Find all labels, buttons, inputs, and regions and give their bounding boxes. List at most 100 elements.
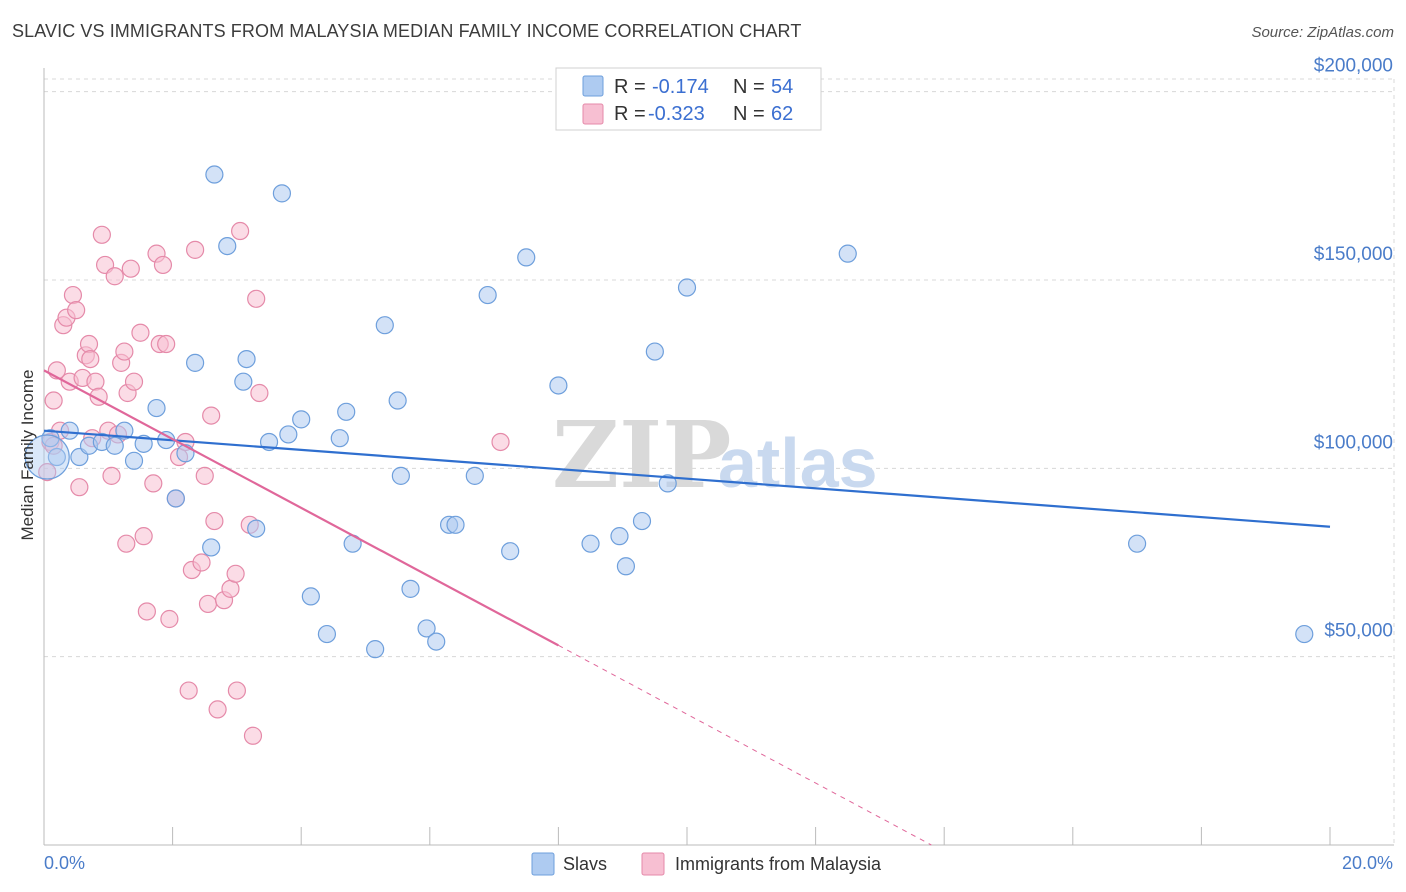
slavs-point	[446, 515, 465, 534]
watermark-atlas: atlas	[718, 424, 878, 502]
slavs-point	[176, 444, 195, 463]
top-legend: R = -0.174 N = 54 R = -0.323 N = 62	[555, 67, 822, 131]
slavs-point	[301, 587, 320, 606]
malaysia-point	[157, 334, 176, 354]
bottom-legend-label-slavs: Slavs	[563, 854, 607, 874]
slavs-point	[375, 316, 394, 335]
malaysia-point	[124, 372, 144, 391]
chart-source: Source: ZipAtlas.com	[1251, 24, 1394, 41]
malaysia-trend-line	[43, 369, 559, 647]
malaysia-point	[491, 432, 510, 452]
legend-swatch-slavs	[582, 75, 604, 97]
malaysia-point	[226, 564, 245, 583]
slavs-point	[465, 466, 484, 485]
slavs-point	[658, 474, 677, 493]
malaysia-point	[208, 700, 227, 719]
bottom-legend-label-malaysia: Immigrants from Malaysia	[675, 854, 882, 874]
bottom-legend-swatch-slavs	[531, 852, 555, 876]
slavs-point	[549, 376, 568, 395]
legend-n-label-slavs: N =	[733, 76, 765, 98]
slavs-trend-line	[43, 429, 1331, 528]
y-tick-labels: $50,000 $100,000 $150,000 $200,000	[1314, 56, 1393, 642]
malaysia-point	[102, 466, 121, 485]
chart-title: SLAVIC VS IMMIGRANTS FROM MALAYSIA MEDIA…	[12, 21, 802, 41]
data-points	[24, 165, 1314, 745]
slavs-point	[388, 391, 407, 410]
malaysia-point	[63, 285, 83, 305]
y-tick-label: $100,000	[1314, 432, 1393, 453]
legend-r-value-slavs: -0.174	[652, 76, 709, 98]
slavs-point	[218, 237, 237, 256]
slavs-point	[237, 350, 256, 369]
malaysia-point	[86, 372, 105, 391]
slavs-point	[610, 527, 629, 546]
slavs-point	[391, 466, 410, 485]
slavs-point	[1295, 624, 1314, 644]
slavs-point	[581, 534, 600, 553]
slavs-point	[1127, 534, 1147, 553]
slavs-point	[366, 640, 385, 659]
malaysia-point	[231, 221, 250, 241]
malaysia-point	[121, 259, 140, 278]
malaysia-point	[44, 391, 63, 410]
malaysia-point	[115, 342, 134, 361]
slavs-point	[478, 285, 497, 305]
slavs-point	[47, 447, 66, 467]
malaysia-point	[137, 602, 156, 621]
slavs-point	[202, 538, 221, 557]
trend-lines	[43, 369, 1331, 846]
malaysia-point	[243, 726, 263, 745]
malaysia-point	[67, 301, 86, 320]
legend-n-label-malaysia: N =	[733, 103, 765, 125]
slavs-point	[417, 619, 436, 638]
malaysia-point	[227, 681, 246, 700]
slavs-point	[186, 353, 205, 372]
malaysia-point	[250, 383, 269, 403]
slavs-point	[247, 519, 266, 538]
malaysia-point	[105, 267, 124, 286]
malaysia-point	[117, 534, 136, 553]
slavs-point	[401, 579, 420, 598]
malaysia-point	[92, 225, 111, 244]
malaysia-point	[198, 594, 218, 614]
slavs-point	[427, 632, 446, 651]
slavs-point	[147, 398, 166, 418]
slavs-point	[166, 489, 185, 508]
x-tick-label: 20.0%	[1342, 853, 1393, 873]
slavs-point	[337, 402, 356, 421]
malaysia-point	[205, 511, 224, 531]
slavs-point	[317, 624, 337, 644]
y-tick-label: $50,000	[1324, 621, 1393, 642]
malaysia-point	[221, 579, 240, 598]
y-axis-label: Median Family Income	[18, 369, 37, 540]
malaysia-point	[186, 240, 205, 259]
legend-n-value-malaysia: 62	[771, 103, 793, 125]
slavs-point	[60, 421, 79, 440]
malaysia-point	[195, 466, 214, 485]
y-tick-label: $200,000	[1314, 56, 1393, 77]
slavs-point-cluster	[24, 434, 70, 480]
slavs-point	[838, 244, 857, 263]
x-tick-labels: 0.0% 20.0%	[44, 853, 1393, 873]
malaysia-point	[38, 463, 57, 482]
malaysia-point	[192, 553, 211, 572]
slavs-point	[292, 410, 311, 429]
legend-r-value-malaysia: -0.323	[648, 103, 705, 125]
slavs-point	[279, 425, 298, 444]
axes	[43, 68, 1394, 846]
malaysia-trend-extension	[558, 644, 932, 846]
malaysia-point	[247, 289, 266, 308]
slavs-point	[517, 248, 536, 267]
malaysia-point	[134, 527, 153, 546]
malaysia-point	[79, 334, 99, 354]
legend-r-label-malaysia: R =	[614, 103, 646, 125]
slavs-point	[632, 511, 652, 531]
slavs-point	[124, 451, 144, 470]
slavs-point	[205, 165, 224, 184]
slavs-point	[134, 434, 153, 453]
malaysia-point	[160, 609, 179, 629]
bottom-legend-swatch-malaysia	[641, 852, 665, 876]
malaysia-point	[153, 255, 173, 275]
legend-n-value-slavs: 54	[771, 76, 793, 98]
malaysia-point	[144, 474, 163, 493]
